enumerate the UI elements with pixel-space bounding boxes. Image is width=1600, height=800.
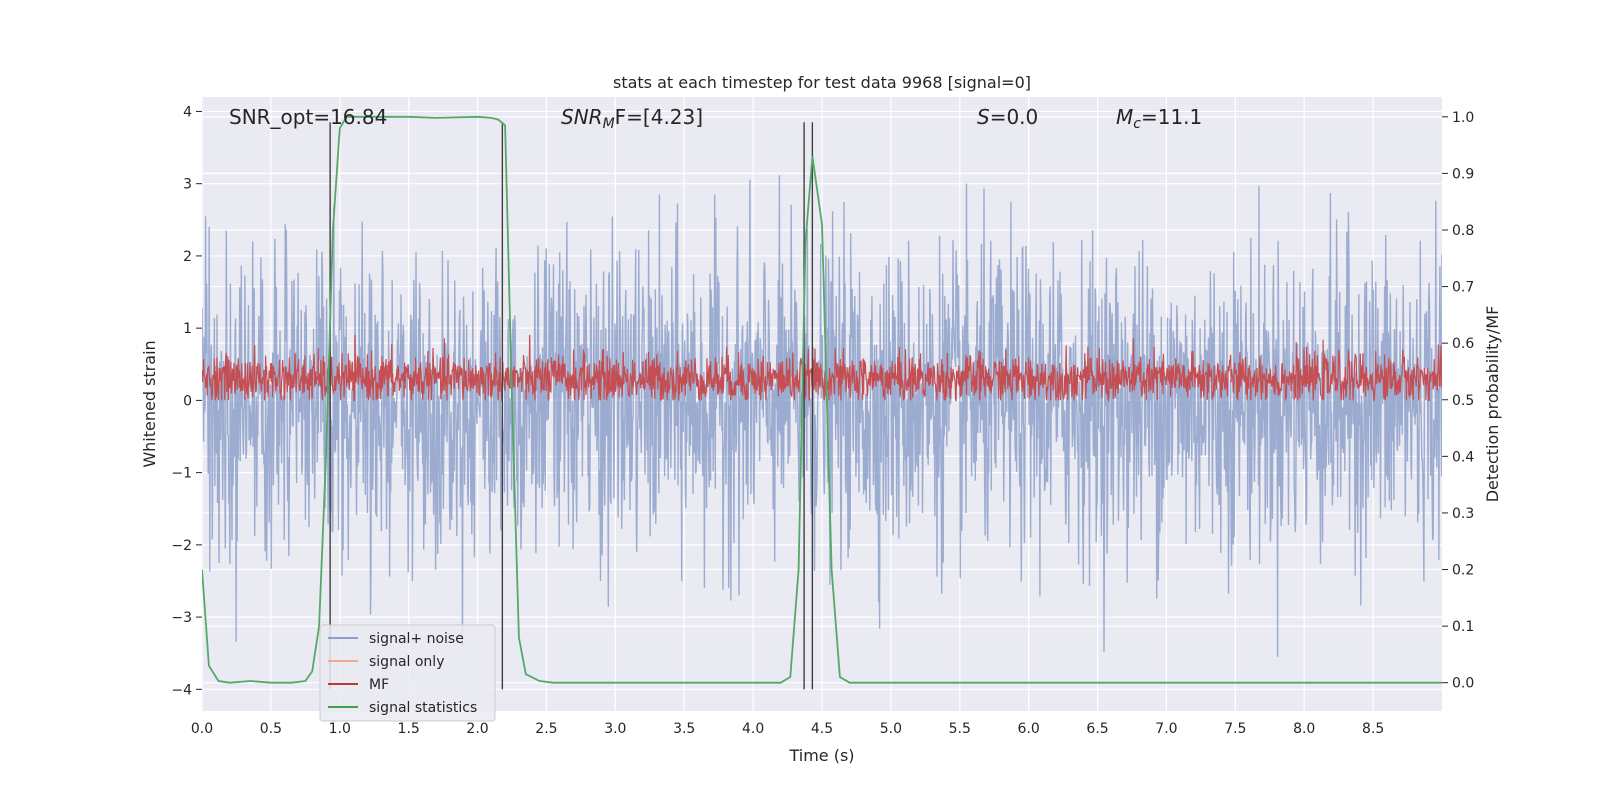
annotation-s: S=0.0	[977, 105, 1038, 129]
annotation-snr-mf-main: SNR	[561, 105, 603, 129]
x-tick-label: 3.5	[673, 721, 695, 737]
y-tick-label: −2	[171, 538, 192, 554]
x-tick-label: 7.5	[1224, 721, 1246, 737]
legend: signal+ noise signal only MF signal stat…	[319, 624, 496, 722]
y-tick-label: 0	[183, 393, 192, 409]
annotation-mc: Mc=11.1	[1116, 105, 1202, 132]
x-tick-label: 8.0	[1293, 721, 1315, 737]
annotation-s-rest: =0.0	[990, 105, 1039, 129]
x-tick-label: 6.5	[1086, 721, 1108, 737]
x-tick-label: 2.0	[466, 721, 488, 737]
right-y-axis-label: Detection probability/MF	[1483, 306, 1502, 503]
x-tick-label: 6.0	[1018, 721, 1040, 737]
right-y-tick-label: 0.8	[1452, 223, 1474, 239]
x-axis-ticks: 0.0 0.5 1.0 1.5 2.0 2.5 3.0 3.5 4.0 4.5 5.0 5.5 6.0 6…	[191, 721, 1384, 737]
right-y-tick-label: 0.6	[1452, 336, 1474, 352]
x-tick-label: 0.0	[191, 721, 213, 737]
legend-label-signal-noise: signal+ noise	[369, 631, 464, 647]
x-tick-label: 7.0	[1155, 721, 1177, 737]
annotation-snr-mf-rest: F=[4.23]	[615, 105, 703, 129]
right-y-tick-label: 0.4	[1452, 449, 1474, 465]
x-tick-label: 8.5	[1362, 721, 1384, 737]
right-y-tick-label: 0.3	[1452, 506, 1474, 522]
signal-statistics-line	[202, 115, 1442, 684]
x-tick-label: 5.5	[949, 721, 971, 737]
x-tick-label: 0.5	[260, 721, 282, 737]
y-tick-label: 1	[183, 321, 192, 337]
annotation-mc-sub: c	[1133, 116, 1141, 132]
y-axis-label: Whitened strain	[140, 340, 159, 467]
annotation-mc-main: M	[1116, 105, 1133, 129]
annotation-snr-mf-sub: M	[603, 116, 615, 132]
y-tick-label: −4	[171, 682, 192, 698]
legend-box	[319, 624, 496, 722]
y-tick-label: 4	[183, 104, 192, 120]
y-tick-label: 3	[183, 177, 192, 193]
right-y-tick-label: 0.5	[1452, 393, 1474, 409]
y-tick-label: −1	[171, 466, 192, 482]
mf-line	[202, 334, 1442, 403]
legend-label-signal-only: signal only	[369, 654, 444, 670]
signal-noise-line	[202, 175, 1442, 657]
y-axis-ticks: −4 −3 −2 −1 0 1 2 3 4	[171, 104, 202, 698]
x-tick-label: 5.0	[880, 721, 902, 737]
right-y-tick-label: 0.2	[1452, 563, 1474, 579]
annotation-mc-rest: =11.1	[1141, 105, 1202, 129]
chart-title: stats at each timestep for test data 996…	[613, 73, 1031, 92]
annotation-s-main: S	[977, 105, 990, 129]
legend-label-mf: MF	[369, 677, 389, 693]
x-tick-label: 1.5	[398, 721, 420, 737]
right-y-axis-ticks: 0.0 0.1 0.2 0.3 0.4 0.5 0.6 0.7 0.8 0.9 1.0	[1442, 110, 1474, 692]
right-y-tick-label: 0.1	[1452, 619, 1474, 635]
x-tick-label: 4.5	[811, 721, 833, 737]
x-tick-label: 1.0	[329, 721, 351, 737]
x-tick-label: 3.0	[604, 721, 626, 737]
x-axis-label: Time (s)	[788, 746, 854, 765]
annotation-snr-mf: SNRMF=[4.23]	[561, 105, 703, 132]
event-marker-lines	[329, 122, 814, 690]
right-y-tick-label: 0.9	[1452, 166, 1474, 182]
right-y-tick-label: 0.7	[1452, 280, 1474, 296]
x-tick-label: 2.5	[535, 721, 557, 737]
right-y-tick-label: 0.0	[1452, 676, 1474, 692]
y-tick-label: −3	[171, 610, 192, 626]
y-tick-label: 2	[183, 249, 192, 265]
annotation-snr-opt: SNR_opt=16.84	[229, 105, 387, 129]
x-tick-label: 4.0	[742, 721, 764, 737]
right-y-tick-label: 1.0	[1452, 110, 1474, 126]
legend-label-signal-statistics: signal statistics	[369, 700, 477, 716]
